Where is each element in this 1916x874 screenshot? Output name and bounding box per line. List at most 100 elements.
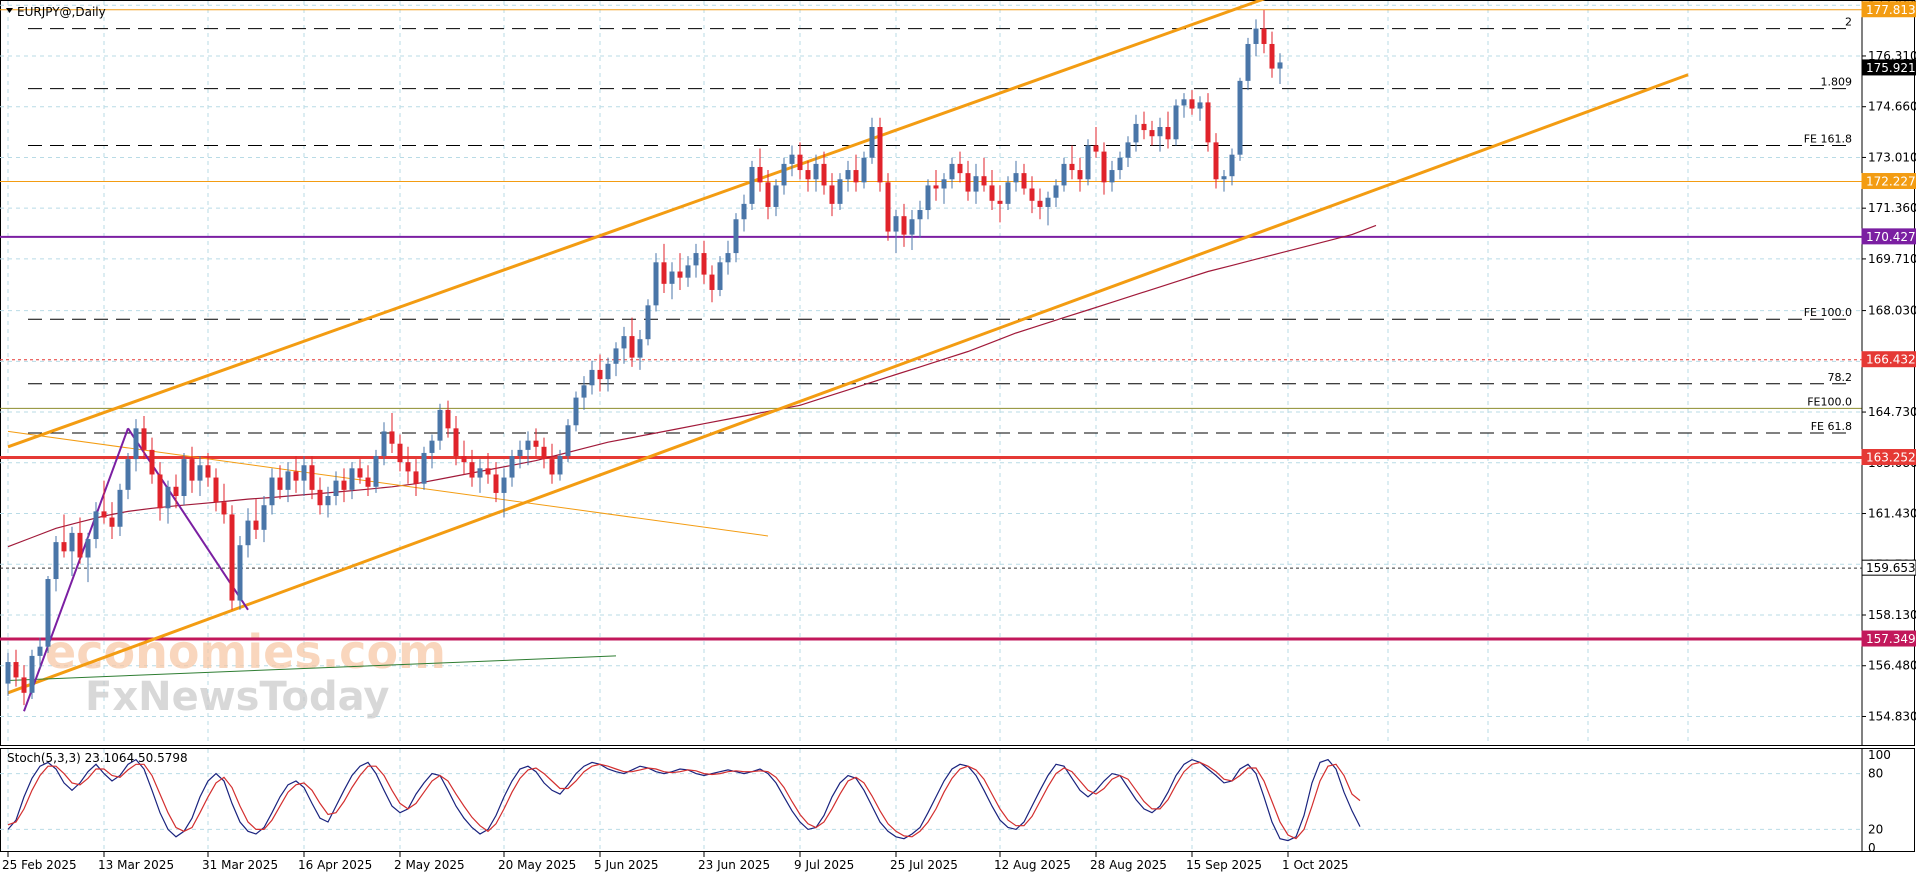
price-tag-bg bbox=[1861, 1, 1916, 18]
candle-body bbox=[221, 502, 227, 515]
candle-body bbox=[285, 471, 291, 490]
candle-body bbox=[301, 465, 307, 481]
candle-body bbox=[621, 336, 627, 349]
candle-body bbox=[277, 477, 283, 490]
price-tag-label: 170.427 bbox=[1866, 230, 1916, 244]
candles bbox=[5, 10, 1283, 706]
watermark-economies: economies.com bbox=[45, 625, 446, 679]
x-tick-label: 15 Sep 2025 bbox=[1186, 858, 1262, 872]
candle-body bbox=[525, 440, 531, 450]
candle-body bbox=[981, 176, 987, 186]
candle-body bbox=[1061, 163, 1067, 186]
candle-body bbox=[1029, 188, 1035, 201]
y-tick-label: 161.430 bbox=[1868, 507, 1916, 521]
candle-body bbox=[813, 163, 819, 180]
candle-body bbox=[29, 655, 35, 693]
candle-body bbox=[453, 428, 459, 457]
candle-body bbox=[661, 262, 667, 284]
candle-body bbox=[1269, 43, 1275, 69]
candle-body bbox=[445, 409, 451, 429]
trendline[interactable] bbox=[23, 428, 129, 712]
candle-body bbox=[325, 496, 331, 506]
candle-body bbox=[581, 385, 587, 398]
x-tick-label: 1 Oct 2025 bbox=[1282, 858, 1349, 872]
candle-body bbox=[1053, 185, 1059, 198]
candle-body bbox=[421, 452, 427, 484]
trendline[interactable] bbox=[7, 655, 617, 681]
x-tick-label: 2 May 2025 bbox=[394, 858, 465, 872]
trendlines bbox=[7, 0, 1689, 712]
candle-body bbox=[1189, 99, 1195, 109]
trendline[interactable] bbox=[7, 0, 1336, 449]
candle-body bbox=[165, 486, 171, 509]
candle-body bbox=[1237, 80, 1243, 155]
candle-body bbox=[1205, 102, 1211, 143]
candle-body bbox=[893, 216, 899, 232]
price-tag-label: 177.813 bbox=[1866, 3, 1916, 17]
candle-body bbox=[733, 219, 739, 254]
candle-body bbox=[989, 185, 995, 201]
x-tick-label: 25 Jul 2025 bbox=[890, 858, 958, 872]
price-tags: 177.813 175.921 172.227 170.427 166.432 163.2… bbox=[1861, 1, 1916, 647]
candle-body bbox=[357, 468, 363, 478]
candle-body bbox=[149, 449, 155, 475]
candle-body bbox=[117, 489, 123, 527]
price-tag-label: 175.921 bbox=[1866, 61, 1916, 75]
y-tick-label: 164.730 bbox=[1868, 405, 1916, 419]
price-tag-label: 159.653 bbox=[1866, 561, 1916, 575]
candle-body bbox=[829, 185, 835, 204]
candle-body bbox=[77, 532, 83, 558]
price-tag-label: 166.432 bbox=[1866, 353, 1916, 367]
stoch-tick-label: 80 bbox=[1868, 767, 1883, 781]
candle-body bbox=[1109, 170, 1115, 183]
candle-body bbox=[557, 456, 563, 475]
candle-body bbox=[1093, 145, 1099, 152]
candle-body bbox=[909, 219, 915, 235]
candle-body bbox=[1149, 130, 1155, 137]
stoch-tick-label: 0 bbox=[1868, 841, 1876, 855]
moving-average bbox=[7, 224, 1377, 548]
candle-body bbox=[413, 471, 419, 484]
candle-body bbox=[789, 154, 795, 164]
candle-body bbox=[533, 440, 539, 447]
candle-body bbox=[1261, 28, 1267, 44]
y-tick-label: 158.130 bbox=[1868, 608, 1916, 622]
candle-body bbox=[1085, 145, 1091, 180]
candle-body bbox=[853, 170, 859, 183]
candle-body bbox=[1125, 142, 1131, 158]
candle-body bbox=[925, 185, 931, 211]
candle-body bbox=[317, 489, 323, 506]
dropdown-triangle-icon[interactable] bbox=[6, 8, 13, 13]
candle-body bbox=[253, 520, 259, 530]
candle-body bbox=[181, 459, 187, 496]
candle-body bbox=[5, 662, 11, 684]
stoch-title: Stoch(5,3,3) 23.1064 50.5798 bbox=[7, 751, 188, 765]
candle-body bbox=[653, 262, 659, 306]
stoch-grid bbox=[0, 749, 1862, 851]
candle-body bbox=[229, 514, 235, 601]
candle-body bbox=[205, 465, 211, 478]
x-tick-label: 23 Jun 2025 bbox=[698, 858, 770, 872]
price-tag-label: 157.349 bbox=[1866, 632, 1916, 646]
candle-body bbox=[1021, 173, 1027, 189]
candle-body bbox=[645, 305, 651, 340]
candle-body bbox=[941, 179, 947, 189]
candle-body bbox=[797, 154, 803, 171]
candle-body bbox=[69, 532, 75, 552]
candle-body bbox=[509, 456, 515, 478]
candle-body bbox=[685, 265, 691, 278]
candle-body bbox=[61, 542, 67, 552]
candle-body bbox=[861, 157, 867, 183]
y-tick-label: 156.480 bbox=[1868, 659, 1916, 673]
stoch-tick-label: 20 bbox=[1868, 822, 1883, 836]
candle-body bbox=[957, 163, 963, 174]
candle-body bbox=[1101, 151, 1107, 183]
candle-body bbox=[381, 431, 387, 457]
candle-body bbox=[1253, 28, 1259, 44]
trendline[interactable] bbox=[127, 427, 249, 611]
candle-body bbox=[837, 179, 843, 204]
candle-body bbox=[1045, 197, 1051, 207]
trendline[interactable] bbox=[7, 73, 1689, 695]
price-tag-bg bbox=[1861, 449, 1916, 466]
